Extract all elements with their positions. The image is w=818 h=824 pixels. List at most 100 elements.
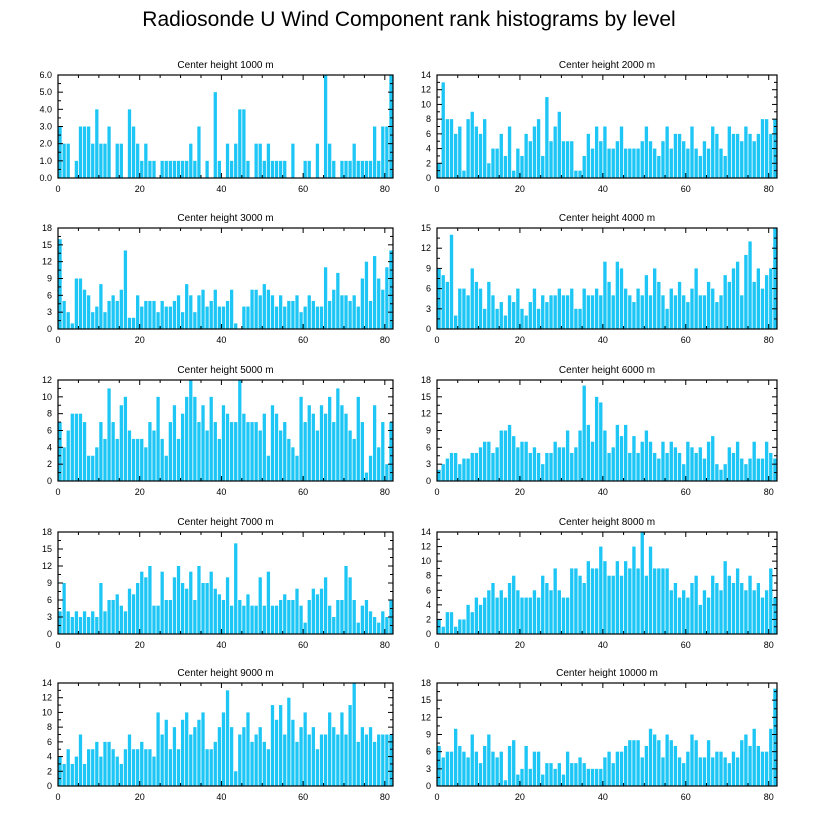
histogram-bar <box>711 757 715 786</box>
histogram-bar <box>686 597 690 634</box>
y-tick-label: 18 <box>421 678 431 688</box>
x-tick-label: 0 <box>55 335 60 345</box>
y-tick-label: 12 <box>421 85 431 95</box>
histogram-bar <box>499 302 503 329</box>
histogram-bar <box>599 768 603 786</box>
x-tick-label: 60 <box>298 792 308 802</box>
histogram-bar <box>441 626 445 634</box>
histogram-bar <box>466 119 470 178</box>
histogram-bar <box>760 597 765 634</box>
x-tick-label: 60 <box>681 335 691 345</box>
histogram-bar <box>266 571 271 634</box>
histogram-bar <box>756 745 761 786</box>
histogram-bar <box>201 289 205 329</box>
histogram-bar <box>74 160 79 178</box>
histogram-bar <box>528 302 532 329</box>
histogram-bar <box>636 288 640 329</box>
histogram-bar <box>503 780 508 786</box>
y-tick-label: 15 <box>421 223 431 233</box>
histogram-bar <box>648 141 653 178</box>
histogram-bar <box>682 141 686 178</box>
y-tick-label: 6 <box>47 426 52 436</box>
histogram-bar <box>470 111 474 178</box>
y-tick-label: 4 <box>426 600 431 610</box>
histogram-bar <box>545 583 549 634</box>
histogram-bar <box>449 612 454 634</box>
histogram-bar <box>565 751 570 786</box>
histogram-bar <box>107 388 111 481</box>
histogram-panel-5: Center height 5000 m 0 20 40 60 80 0 2 4 6 8 10 12 <box>42 365 394 497</box>
y-tick-label: 15 <box>42 240 52 250</box>
histogram-bar <box>242 605 246 634</box>
histogram-bar <box>319 588 324 634</box>
histogram-bar <box>303 160 307 178</box>
panel-title: Center height 9000 m <box>177 668 273 679</box>
histogram-bar <box>242 109 246 178</box>
histogram-bar <box>91 312 95 329</box>
histogram-bar <box>238 734 242 786</box>
histogram-bar <box>478 604 483 634</box>
y-tick-label: 6 <box>47 595 52 605</box>
histogram-bar <box>217 306 222 329</box>
histogram-bar <box>266 143 271 178</box>
histogram-bar <box>623 148 628 178</box>
histogram-bar <box>377 734 381 786</box>
histogram-bar <box>694 148 698 178</box>
y-tick-label: 9 <box>47 274 52 284</box>
histogram-bar <box>640 295 644 329</box>
y-tick-label: 6 <box>426 284 431 294</box>
histogram-bar <box>107 741 111 786</box>
histogram-bar <box>234 771 238 786</box>
histogram-bar <box>307 160 311 178</box>
histogram-bar <box>360 278 365 329</box>
histogram-bar <box>136 583 140 634</box>
x-tick-label: 0 <box>55 792 60 802</box>
histogram-bar <box>246 712 250 786</box>
histogram-bar <box>291 600 295 634</box>
histogram-bar <box>752 281 756 329</box>
histogram-bar <box>91 611 95 634</box>
histogram-bar <box>66 312 70 329</box>
histogram-bar <box>180 160 185 178</box>
histogram-bar <box>180 413 185 481</box>
histogram-bar <box>86 126 91 178</box>
y-tick-label: 2 <box>47 459 52 469</box>
histogram-bar <box>78 126 83 178</box>
histogram-bar <box>541 575 545 634</box>
histogram-bar <box>570 452 574 481</box>
histogram-bar <box>441 757 445 786</box>
histogram-panel-3: Center height 3000 m 0 20 40 60 80 0 3 6 9 12 15 18 <box>42 213 394 345</box>
histogram-bar <box>553 768 557 786</box>
histogram-bar <box>291 300 295 329</box>
histogram-bar <box>250 289 254 329</box>
histogram-bar <box>545 97 549 178</box>
histogram-bar <box>332 160 336 178</box>
x-tick-label: 60 <box>298 640 308 650</box>
histogram-bar <box>193 312 197 329</box>
histogram-bar <box>570 763 574 786</box>
histogram-bar <box>711 575 715 634</box>
x-tick-label: 80 <box>764 640 774 650</box>
histogram-bar <box>185 284 189 329</box>
histogram-bar <box>528 452 532 481</box>
histogram-bar <box>234 543 238 634</box>
histogram-bar <box>756 458 761 481</box>
histogram-bar <box>731 583 736 634</box>
histogram-bar <box>615 424 620 481</box>
histogram-bar <box>532 447 537 481</box>
histogram-bar <box>578 575 582 634</box>
histogram-bar <box>441 464 445 481</box>
histogram-bar <box>70 323 74 329</box>
histogram-bar <box>702 458 707 481</box>
histogram-bar <box>715 302 719 329</box>
histogram-bar <box>512 170 516 178</box>
histogram-bar <box>144 300 148 329</box>
histogram-bar <box>532 751 537 786</box>
histogram-bar <box>578 430 582 481</box>
histogram-bar <box>706 597 711 634</box>
histogram-bar <box>561 295 566 329</box>
histogram-panel-10: Center height 10000 m 0 20 40 60 80 0 3 6 9 12 15 18 <box>421 668 778 802</box>
histogram-bar <box>478 288 483 329</box>
y-tick-label: 4.0 <box>39 104 52 114</box>
